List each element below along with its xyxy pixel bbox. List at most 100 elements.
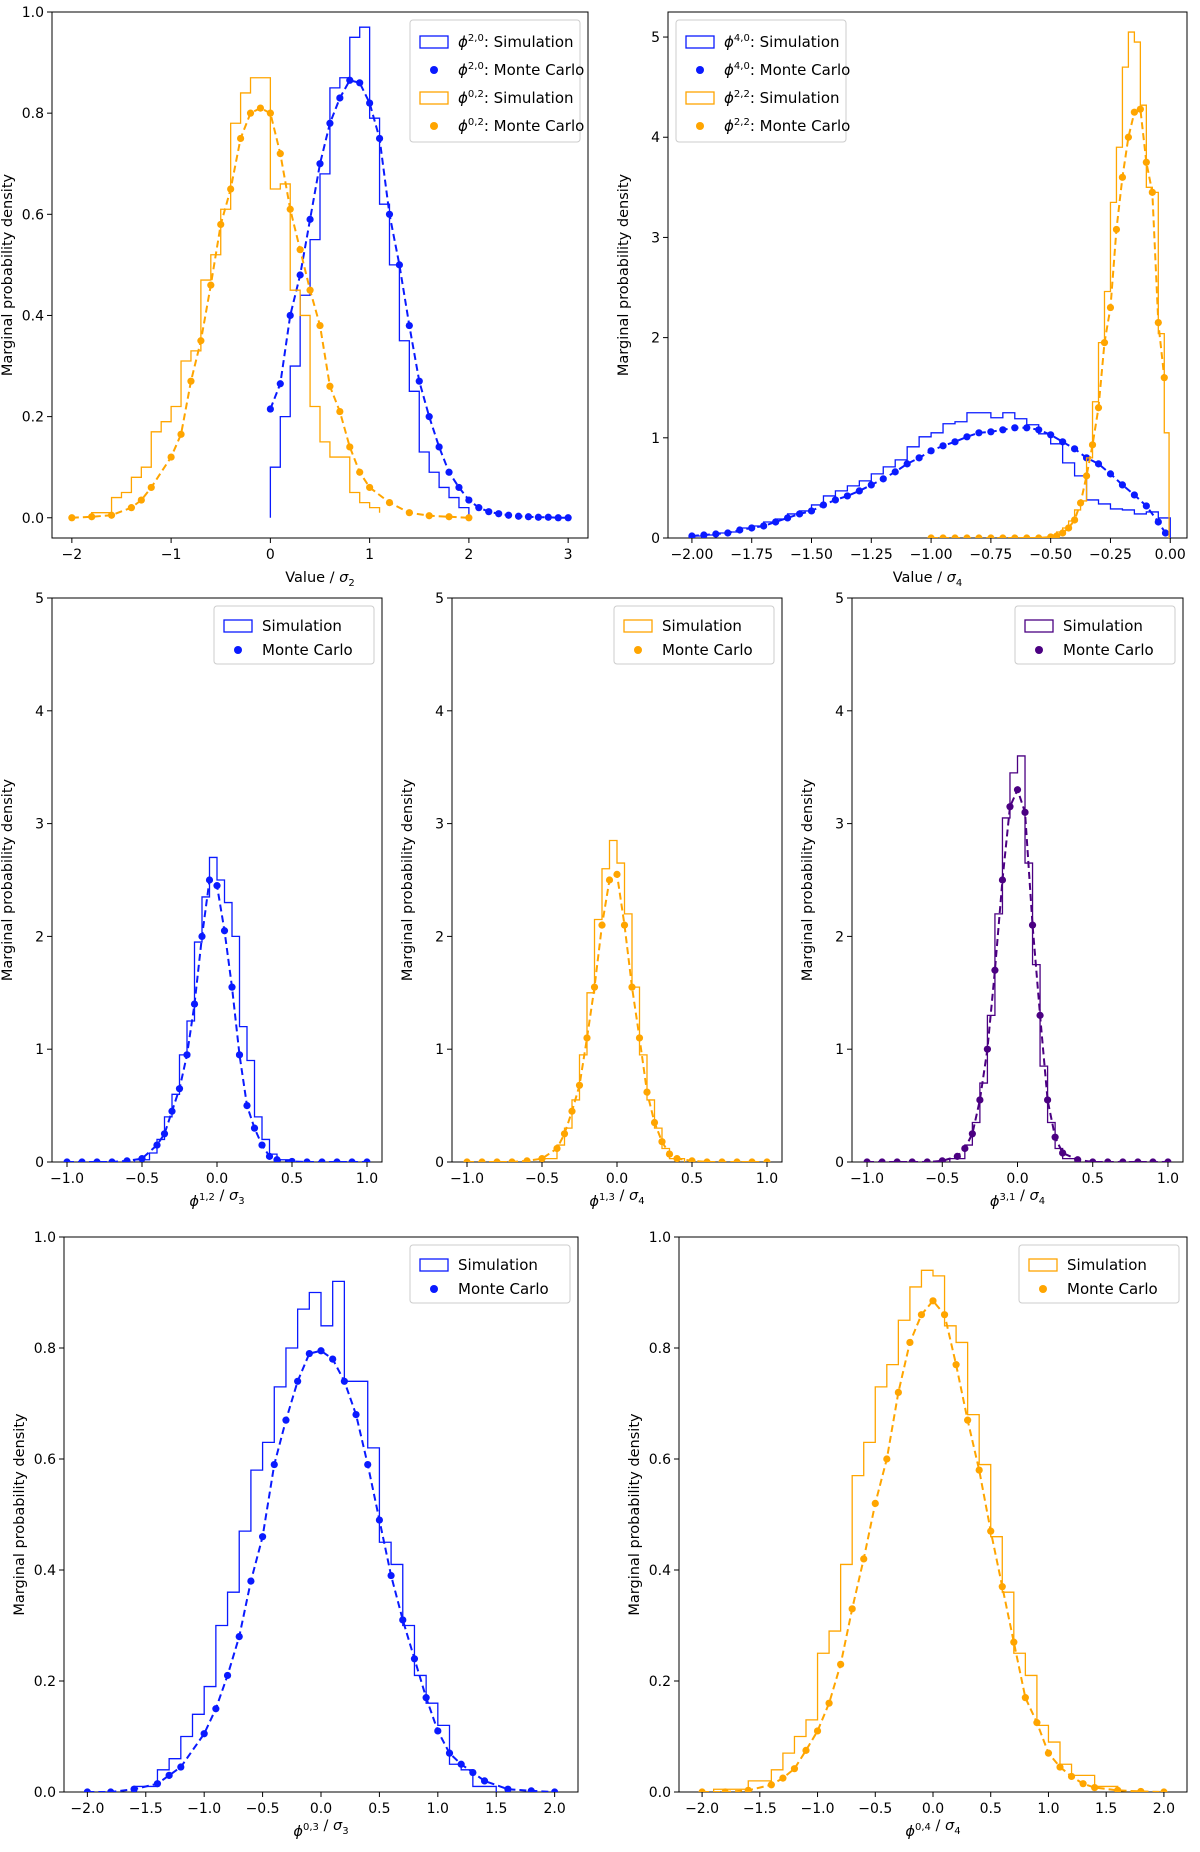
histogram-step-series (712, 1269, 1119, 1792)
monte-carlo-point (1056, 1763, 1064, 1771)
monte-carlo-point (1079, 1780, 1087, 1788)
monte-carlo-point (568, 1107, 576, 1115)
monte-carlo-point (167, 453, 175, 461)
monte-carlo-point (405, 509, 413, 517)
monte-carlo-point (1035, 426, 1043, 434)
monte-carlo-point (1112, 225, 1121, 234)
monte-carlo-point (999, 426, 1007, 434)
x-tick-label: 0.0 (922, 1801, 944, 1817)
y-axis-label: Marginal probability density (800, 778, 816, 981)
monte-carlo-dashed-line (87, 1349, 555, 1792)
legend-label: Simulation (1067, 1256, 1147, 1274)
monte-carlo-point (305, 1349, 313, 1358)
monte-carlo-point (213, 882, 221, 890)
monte-carlo-point (620, 921, 629, 929)
legend-label: ϕ2,0: Monte Carlo (458, 61, 584, 79)
x-axis-label: ϕ0,4 / σ4 (905, 1818, 960, 1840)
monte-carlo-point (385, 498, 394, 507)
monte-carlo-point (1118, 481, 1127, 489)
y-tick-label: 2 (835, 929, 844, 945)
x-tick-label: 0.0 (1006, 1171, 1028, 1187)
monte-carlo-point (598, 921, 606, 929)
monte-carlo-point (1124, 133, 1133, 141)
y-tick-label: 2 (651, 331, 660, 347)
x-axis-label: ϕ0,3 / σ3 (293, 1818, 348, 1840)
legend-swatch-point (1035, 646, 1043, 654)
monte-carlo-point (190, 1000, 199, 1008)
monte-carlo-point (1106, 470, 1115, 478)
x-tick-label: 0.0 (606, 1171, 628, 1187)
monte-carlo-point (1011, 534, 1019, 538)
monte-carlo-point (329, 1355, 337, 1363)
monte-carlo-point (700, 531, 708, 538)
monte-carlo-point (613, 870, 621, 878)
legend-label: Monte Carlo (662, 641, 753, 659)
y-tick-label: 5 (35, 591, 44, 607)
monte-carlo-point (352, 1411, 360, 1419)
monte-carlo-point (628, 983, 636, 991)
monte-carlo-point (495, 510, 503, 518)
monte-carlo-point (1089, 1158, 1097, 1162)
monte-carlo-point (227, 185, 235, 193)
monte-carlo-point (336, 94, 344, 102)
monte-carlo-point (819, 501, 828, 509)
monte-carlo-point (207, 281, 215, 289)
monte-carlo-point (123, 1157, 131, 1162)
legend-swatch-step (419, 91, 449, 105)
monte-carlo-point (405, 321, 413, 330)
monte-carlo-point (790, 1765, 799, 1773)
monte-carlo-point (265, 1152, 274, 1160)
plot-area (851, 597, 1184, 1163)
monte-carlo-point (1059, 438, 1067, 446)
monte-carlo-point (605, 876, 614, 884)
monte-carlo-point (1035, 534, 1043, 538)
monte-carlo-point (270, 1460, 278, 1469)
y-tick-label: 0.4 (22, 308, 44, 324)
monte-carlo-point (200, 1730, 208, 1738)
monte-carlo-point (1070, 516, 1079, 524)
monte-carlo-point (235, 1051, 244, 1059)
monte-carlo-point (964, 1416, 972, 1424)
monte-carlo-point (78, 1158, 86, 1162)
monte-carlo-point (867, 481, 875, 489)
monte-carlo-point (987, 428, 995, 436)
monte-carlo-point (1136, 105, 1144, 113)
legend-frame (675, 19, 847, 143)
legend-frame (409, 19, 581, 143)
legend-label: Monte Carlo (262, 641, 353, 659)
monte-carlo-point (665, 1150, 674, 1158)
monte-carlo-point (514, 512, 523, 520)
monte-carlo-point (848, 1605, 856, 1613)
monte-carlo-point (560, 1130, 569, 1138)
y-axis-label: Marginal probability density (400, 778, 416, 981)
legend-label: ϕ4,0: Monte Carlo (724, 61, 850, 79)
monte-carlo-point (316, 321, 324, 330)
monte-carlo-point (748, 524, 756, 532)
monte-carlo-point (991, 966, 999, 974)
monte-carlo-point (366, 483, 374, 492)
x-tick-label: 1.0 (427, 1801, 449, 1817)
monte-carlo-point (1148, 188, 1156, 196)
monte-carlo-point (317, 1347, 325, 1355)
legend: Simulation Monte Carlo (1018, 1244, 1180, 1304)
monte-carlo-point (795, 510, 804, 518)
monte-carlo-point (415, 377, 423, 385)
y-tick-label: 0.8 (649, 1341, 671, 1357)
monte-carlo-point (1028, 921, 1037, 929)
monte-carlo-point (375, 1516, 384, 1524)
legend-frame (213, 605, 375, 665)
x-tick-label: 1.5 (485, 1801, 507, 1817)
monte-carlo-point (246, 109, 255, 117)
monte-carlo-point (998, 1583, 1006, 1591)
monte-carlo-point (718, 1158, 726, 1162)
monte-carlo-point (1082, 472, 1091, 480)
monte-carlo-point (455, 483, 463, 492)
histogram-step-series (133, 1280, 497, 1792)
monte-carlo-point (1067, 1772, 1076, 1781)
monte-carlo-point (721, 1788, 729, 1792)
y-tick-label: 2 (435, 929, 444, 945)
monte-carlo-point (306, 286, 314, 294)
monte-carlo-point (480, 1777, 489, 1785)
y-tick-label: 0.0 (649, 1785, 671, 1801)
y-tick-label: 0 (651, 531, 660, 547)
